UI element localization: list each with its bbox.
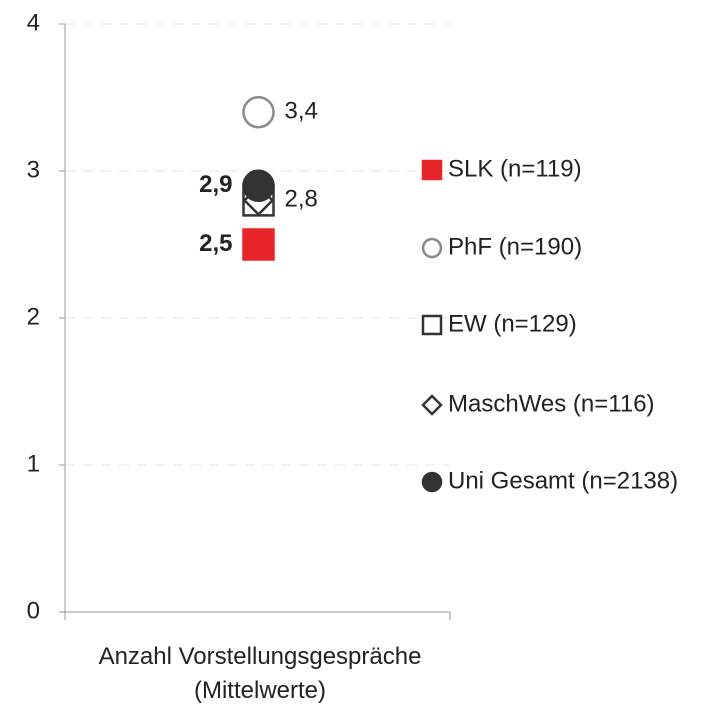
legend-marker — [421, 159, 443, 181]
y-tick-label: 3 — [27, 156, 40, 183]
legend-marker — [421, 237, 443, 259]
legend-label: MaschWes (n=116) — [448, 390, 655, 417]
y-tick-label: 1 — [27, 450, 40, 477]
data-label: 2,9 — [199, 171, 232, 198]
y-tick-label: 4 — [27, 9, 40, 36]
y-tick-label: 2 — [27, 303, 40, 330]
legend-marker — [421, 314, 443, 336]
legend-marker — [421, 394, 443, 416]
x-category-label: Anzahl Vorstellungsgespräche (Mittelwert… — [98, 643, 422, 704]
data-label: 2,5 — [199, 230, 232, 257]
data-label: 2,8 — [285, 186, 318, 213]
legend-label: Uni Gesamt (n=2138) — [448, 467, 678, 494]
legend-label: PhF (n=190) — [448, 233, 582, 260]
y-tick-label: 0 — [27, 597, 40, 624]
data-point — [242, 228, 275, 261]
legend-label: SLK (n=119) — [448, 155, 582, 182]
legend-label: EW (n=129) — [448, 310, 577, 337]
data-point — [242, 169, 275, 202]
data-point — [242, 95, 275, 129]
data-label: 3,4 — [285, 98, 318, 125]
legend-marker — [421, 471, 443, 493]
